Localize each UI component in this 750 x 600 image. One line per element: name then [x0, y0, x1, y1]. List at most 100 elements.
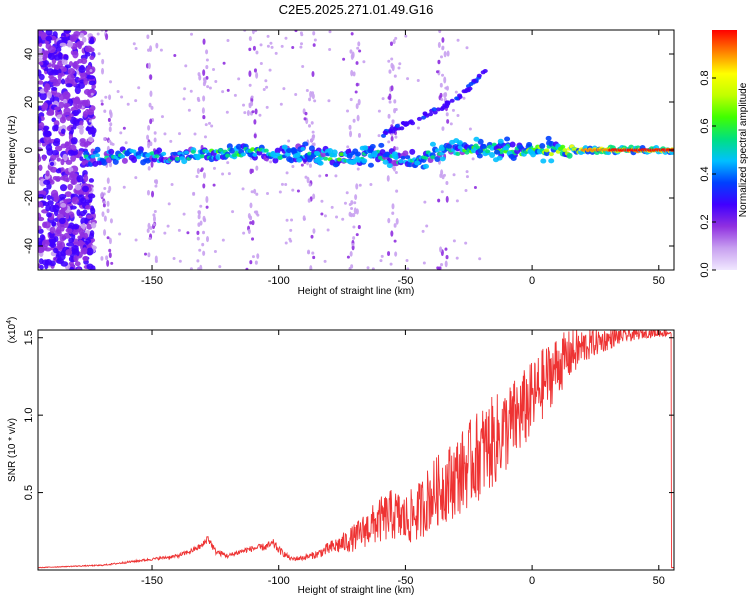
spectrogram-cell [445, 181, 449, 186]
spectrogram-cell [369, 143, 376, 149]
spectrogram-cell [73, 255, 79, 263]
spectrogram-cell [268, 68, 272, 72]
spectrogram-cell [254, 108, 258, 115]
spectrogram-cell [85, 238, 92, 244]
spectrogram-cell [269, 160, 273, 164]
spectrogram-cell [222, 61, 226, 65]
spectrogram-cell [55, 176, 62, 182]
spectrogram-cell [394, 251, 398, 257]
spectrogram-cell [402, 150, 409, 157]
spectrogram-cell [255, 72, 259, 79]
spectrogram-cell [371, 267, 375, 270]
spectrogram-cell [354, 90, 358, 94]
spectrogram-cell [76, 267, 82, 270]
spectrogram-cell [390, 85, 394, 92]
x-tick-label: -100 [268, 275, 290, 287]
snr-y-multiplier-exp: 4 [6, 320, 13, 324]
spectrogram-cell [60, 158, 65, 166]
spectrogram-cell [240, 152, 246, 157]
spectrogram-cell [455, 199, 459, 203]
spectrogram-cell [274, 147, 281, 154]
spectrogram-cell [45, 204, 51, 212]
spectrogram-cell [312, 43, 316, 47]
y-tick-label: 20 [23, 96, 35, 108]
spectrogram-cell [40, 105, 48, 111]
spectrogram-cell [325, 173, 329, 177]
spectrogram-cell [339, 152, 345, 157]
spectrogram-cell [492, 157, 499, 163]
spectrogram-cell [51, 63, 56, 68]
spectrogram-cell [349, 49, 353, 54]
spectrogram-cell [146, 34, 150, 39]
snr-y-multiplier: (x104) [6, 317, 18, 344]
spectrogram-cell [146, 228, 150, 233]
spectrogram-cell [353, 201, 357, 205]
spectrogram-cell [455, 256, 459, 260]
spectrogram-cell [393, 223, 397, 228]
chart-title: C2E5.2025.271.01.49.G16 [279, 2, 434, 17]
y-tick-label: 0.5 [23, 485, 35, 500]
spectrogram-cell [53, 197, 59, 203]
spectrogram-cell [124, 141, 128, 145]
spectrogram-cell [46, 110, 55, 116]
spectrogram-cell [226, 38, 230, 42]
spectrogram-cell [285, 218, 289, 222]
spectrogram-cell [65, 249, 73, 256]
y-tick-label: 1.5 [23, 330, 35, 345]
spectrogram-cell [198, 74, 202, 81]
spectrogram-cell [61, 59, 68, 65]
spectrogram-cell [199, 204, 203, 208]
spectrogram-cell [350, 69, 354, 77]
spectrogram-cell [174, 156, 180, 161]
spectrogram-cell [357, 98, 361, 106]
colorbar-tick-label: 0.6 [699, 118, 711, 133]
spectrogram-cell [367, 162, 374, 168]
spectrogram-cell [371, 150, 378, 156]
spectrogram-cell [414, 160, 421, 166]
spectrogram-cell [386, 163, 393, 169]
spectrogram-cell [349, 251, 353, 257]
spectrogram-cell [109, 218, 113, 224]
spectrogram-cell [391, 203, 395, 210]
spectrogram-cell [79, 156, 84, 161]
spectrogram-cell [52, 140, 61, 147]
spectrogram-cell [205, 205, 209, 209]
spectrogram-cell [41, 239, 50, 248]
spectrogram-cell [94, 146, 101, 153]
spectrogram-cell [105, 33, 109, 41]
spectrogram-cell [83, 174, 89, 183]
spectrogram-cell [134, 99, 138, 103]
spectrogram-cell [62, 91, 71, 100]
spectrogram-cell [355, 233, 359, 237]
spectrogram-cell [85, 214, 93, 219]
spectrogram-cell [441, 126, 445, 131]
spectrogram-cell [404, 34, 408, 38]
spectrogram-cell [45, 35, 53, 42]
spectrogram-cell [87, 193, 96, 199]
spectrogram-cell [358, 49, 362, 53]
spectrogram-cell [307, 251, 311, 255]
spectrogram-cell [112, 158, 119, 165]
spectrogram-cell [357, 132, 361, 138]
spectrogram-cell [395, 189, 399, 193]
spectrogram-cell [90, 222, 97, 229]
spectrogram-cell [310, 234, 314, 239]
spectrogram-cell [51, 150, 60, 156]
spectrogram-cell [47, 45, 56, 54]
spectrogram-cell [468, 81, 474, 86]
spectrogram-cell [262, 87, 266, 91]
spectrogram-cell [296, 189, 300, 193]
spectrogram-cell [101, 58, 105, 65]
spectrogram-cell [526, 142, 533, 148]
spectrogram-cell [184, 64, 188, 68]
spectrogram-cell [181, 158, 188, 165]
spectrogram-cell [134, 47, 138, 51]
spectrogram-cell [382, 159, 389, 165]
spectrogram-cell [81, 222, 86, 230]
spectrogram-cell [445, 85, 449, 91]
spectrogram-cell [391, 119, 395, 123]
spectrogram-cell [77, 43, 82, 50]
spectrogram-cell [108, 248, 112, 253]
spectrogram-cell [65, 83, 73, 88]
spectrogram-cell [101, 67, 105, 75]
